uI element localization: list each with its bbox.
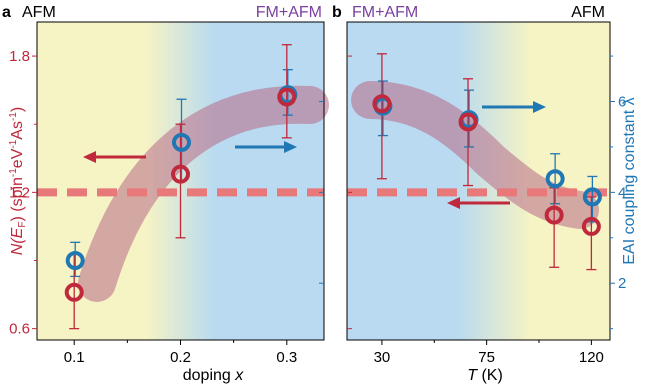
xlabel-b-part-0: T	[467, 367, 478, 384]
ylabel-part-4: eV	[9, 148, 26, 168]
panel-a-letter: a	[2, 4, 11, 21]
ylabel-part-6: As	[9, 121, 26, 140]
direction-arrows	[83, 101, 546, 209]
ytick-left-label-1: 1.2	[9, 184, 30, 201]
panel-a-right-phase: FM+AFM	[256, 4, 322, 21]
panel-b-trend-band	[351, 81, 599, 229]
xtick-label-b-1: 75	[478, 349, 495, 366]
ylabel-part-5: -1	[8, 139, 19, 148]
marker-a-nef-2	[277, 87, 297, 107]
panel-a-left-phase: AFM	[22, 4, 56, 21]
panel-b-background	[347, 22, 610, 340]
marker-b-nef-3	[581, 216, 601, 236]
panel-b-x-axis-label: T (K)	[467, 367, 503, 384]
panel-a-arrow-left	[83, 151, 146, 163]
ytick-right-label-2: 6	[618, 94, 626, 111]
marker-a-lambda-1	[172, 132, 191, 152]
panel-b-arrow-left	[447, 197, 510, 209]
marker-b-lambda-3	[582, 187, 602, 207]
xlabel-b-part-1: (K)	[477, 367, 503, 384]
xlabel-a-part-1: x	[234, 367, 244, 384]
right-y-axis-label: EAI coupling constant λ	[621, 97, 638, 264]
ylabel-part-2: ) (spin	[9, 177, 26, 221]
xtick-label-b-2: 120	[579, 349, 604, 366]
errorbar-b-right-1	[464, 89, 475, 148]
errorbar-a-right-2	[282, 69, 293, 116]
ytick-left-label-0: 0.6	[9, 321, 30, 338]
ytick-right-label-1: 4	[618, 184, 626, 201]
xlabel-a-part-0: doping	[183, 367, 236, 384]
ylabel-part-1: F	[17, 222, 28, 228]
axis-ticks: 0.1 0.2 0.3 0.6 1.2 1.8 30 75 120 2 4 6	[9, 48, 626, 366]
marker-b-nef-0	[372, 94, 392, 114]
ylabel-part-3: -1	[8, 168, 19, 177]
panel-b-data	[372, 53, 602, 271]
panel-b-letter: b	[332, 4, 342, 21]
ytick-left-label-2: 1.8	[9, 48, 30, 65]
left-y-axis-label: N(EF) (spin-1eV-1As-1)	[8, 107, 28, 255]
xtick-label-b-0: 30	[374, 349, 391, 366]
panel-b-arrow-right	[482, 101, 546, 113]
panel-a-x-axis-label: doping x	[183, 367, 245, 384]
marker-b-lambda-2	[545, 169, 565, 189]
panel-a-data	[64, 44, 298, 330]
ytick-right-label-0: 2	[618, 275, 626, 292]
marker-b-nef-2	[544, 205, 564, 225]
panel-b-right-phase: AFM	[571, 4, 605, 21]
errorbar-b-right-0	[377, 80, 388, 137]
xtick-label-a-0: 0.1	[64, 349, 85, 366]
marker-a-nef-0	[64, 282, 84, 302]
errorbar-b-left-1	[463, 78, 474, 187]
ylabel-part-7: -1	[8, 112, 19, 121]
marker-a-nef-1	[171, 164, 190, 184]
xtick-label-a-2: 0.3	[276, 349, 297, 366]
errorbar-a-right-0	[70, 241, 81, 278]
xtick-label-a-1: 0.2	[170, 349, 191, 366]
panel-a-arrow-right	[235, 141, 297, 153]
marker-b-nef-1	[458, 112, 478, 132]
errorbar-b-right-2	[550, 153, 561, 205]
errorbar-b-left-0	[376, 53, 387, 180]
marker-a-lambda-0	[65, 251, 85, 270]
ylabel-part-0: N(E	[9, 227, 26, 255]
ylabel-part-8: )	[9, 107, 26, 112]
panel-b-frame	[346, 21, 611, 341]
panel-b-left-phase: FM+AFM	[352, 4, 418, 21]
